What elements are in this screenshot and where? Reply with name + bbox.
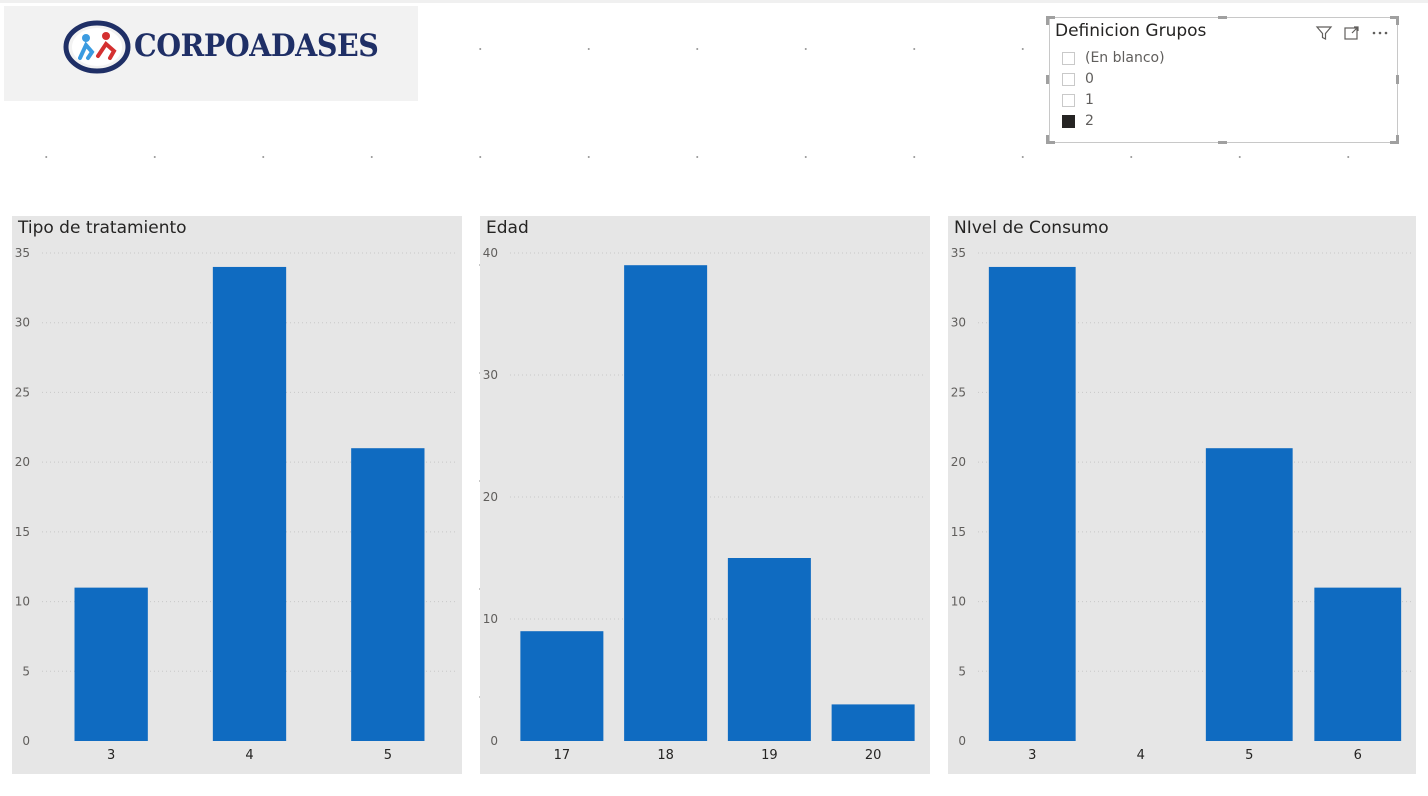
resize-handle[interactable] [1046,16,1049,25]
y-tick-label: 15 [951,525,966,539]
chart-title: Tipo de tratamiento [18,218,187,238]
y-tick-label: 20 [951,455,966,469]
resize-handle[interactable] [1046,135,1049,144]
slicer-item-label: (En blanco) [1085,50,1165,66]
slicer-item-label: 2 [1085,113,1094,129]
slicer-item[interactable]: 2 [1062,111,1094,131]
y-tick-label: 35 [951,246,966,260]
chart-title: Edad [486,218,529,238]
y-tick-label: 30 [15,316,30,330]
resize-handle[interactable] [1390,16,1399,19]
bar [212,266,287,741]
logo: CORPOADASES [4,6,418,101]
x-tick-label: 17 [554,748,571,763]
bar [988,266,1076,741]
chart-nivel-de-consumo[interactable]: NIvel de Consumo 0 5 10 15 20 25 30 35 3 4 5 6 [948,216,1416,774]
resize-handle[interactable] [1396,135,1399,144]
slicer-title: Definicion Grupos [1055,21,1207,41]
checkbox-checked[interactable] [1062,114,1075,128]
y-tick-label: 30 [483,368,498,382]
y-tick-label: 25 [15,385,30,399]
x-tick-label: 4 [1137,748,1145,763]
y-tick-label: 0 [22,734,30,748]
focus-mode-icon[interactable] [1343,24,1361,42]
bar [351,448,425,741]
filter-icon[interactable] [1315,24,1333,42]
x-tick-label: 6 [1354,748,1362,763]
slicer-item-label: 1 [1085,92,1094,108]
x-tick-label: 19 [761,748,778,763]
bar-chart: 0 5 10 15 20 25 30 35 3 4 5 6 [951,246,1412,763]
logo-text: CORPOADASES [134,28,379,64]
bar-chart: 0 10 20 30 40 17 18 19 20 [483,246,925,763]
bar [831,704,915,741]
resize-handle[interactable] [1218,141,1227,144]
resize-handle[interactable] [1046,75,1049,84]
y-tick-label: 25 [951,385,966,399]
resize-handle[interactable] [1046,16,1055,19]
resize-handle[interactable] [1396,75,1399,84]
chart-title: NIvel de Consumo [954,218,1109,238]
chart-edad[interactable]: Edad 0 10 20 30 40 17 18 19 20 [480,216,930,774]
x-tick-label: 4 [245,748,253,763]
checkbox[interactable] [1062,72,1075,86]
logo-people-icon [63,20,131,74]
y-tick-label: 10 [951,595,966,609]
y-tick-label: 0 [490,734,498,748]
checkbox[interactable] [1062,93,1075,107]
bar [74,587,148,741]
bar [1205,448,1293,741]
slicer-item-label: 0 [1085,71,1094,87]
bar [1314,587,1402,741]
x-tick-label: 3 [107,748,115,763]
x-tick-label: 3 [1028,748,1036,763]
y-tick-label: 20 [15,455,30,469]
y-tick-label: 10 [15,595,30,609]
x-tick-label: 20 [865,748,882,763]
y-tick-label: 15 [15,525,30,539]
bar [727,558,811,741]
resize-handle[interactable] [1390,141,1399,144]
bar-chart: 0 5 10 15 20 25 30 35 3 4 5 [15,246,457,763]
resize-handle[interactable] [1396,16,1399,25]
resize-handle[interactable] [1046,141,1055,144]
chart-tipo-de-tratamiento[interactable]: Tipo de tratamiento 0 5 10 15 20 25 30 35 3 4 5 [12,216,462,774]
y-tick-label: 5 [22,664,30,678]
slicer-item[interactable]: (En blanco) [1062,48,1165,68]
x-tick-label: 5 [1245,748,1253,763]
checkbox[interactable] [1062,51,1075,65]
x-tick-label: 18 [657,748,674,763]
top-edge [0,0,1428,3]
y-tick-label: 20 [483,490,498,504]
x-tick-label: 5 [384,748,392,763]
resize-handle[interactable] [1218,16,1227,19]
y-tick-label: 5 [958,664,966,678]
slicer-definicion-grupos[interactable]: Definicion Grupos (En blanco) 0 1 2 [1049,17,1398,143]
slicer-item[interactable]: 1 [1062,90,1094,110]
y-tick-label: 10 [483,612,498,626]
slicer-item[interactable]: 0 [1062,69,1094,89]
y-tick-label: 0 [958,734,966,748]
y-tick-label: 30 [951,316,966,330]
bar [624,265,708,741]
bar [520,631,604,741]
more-options-icon[interactable] [1371,24,1389,42]
y-tick-label: 35 [15,246,30,260]
y-tick-label: 40 [483,246,498,260]
